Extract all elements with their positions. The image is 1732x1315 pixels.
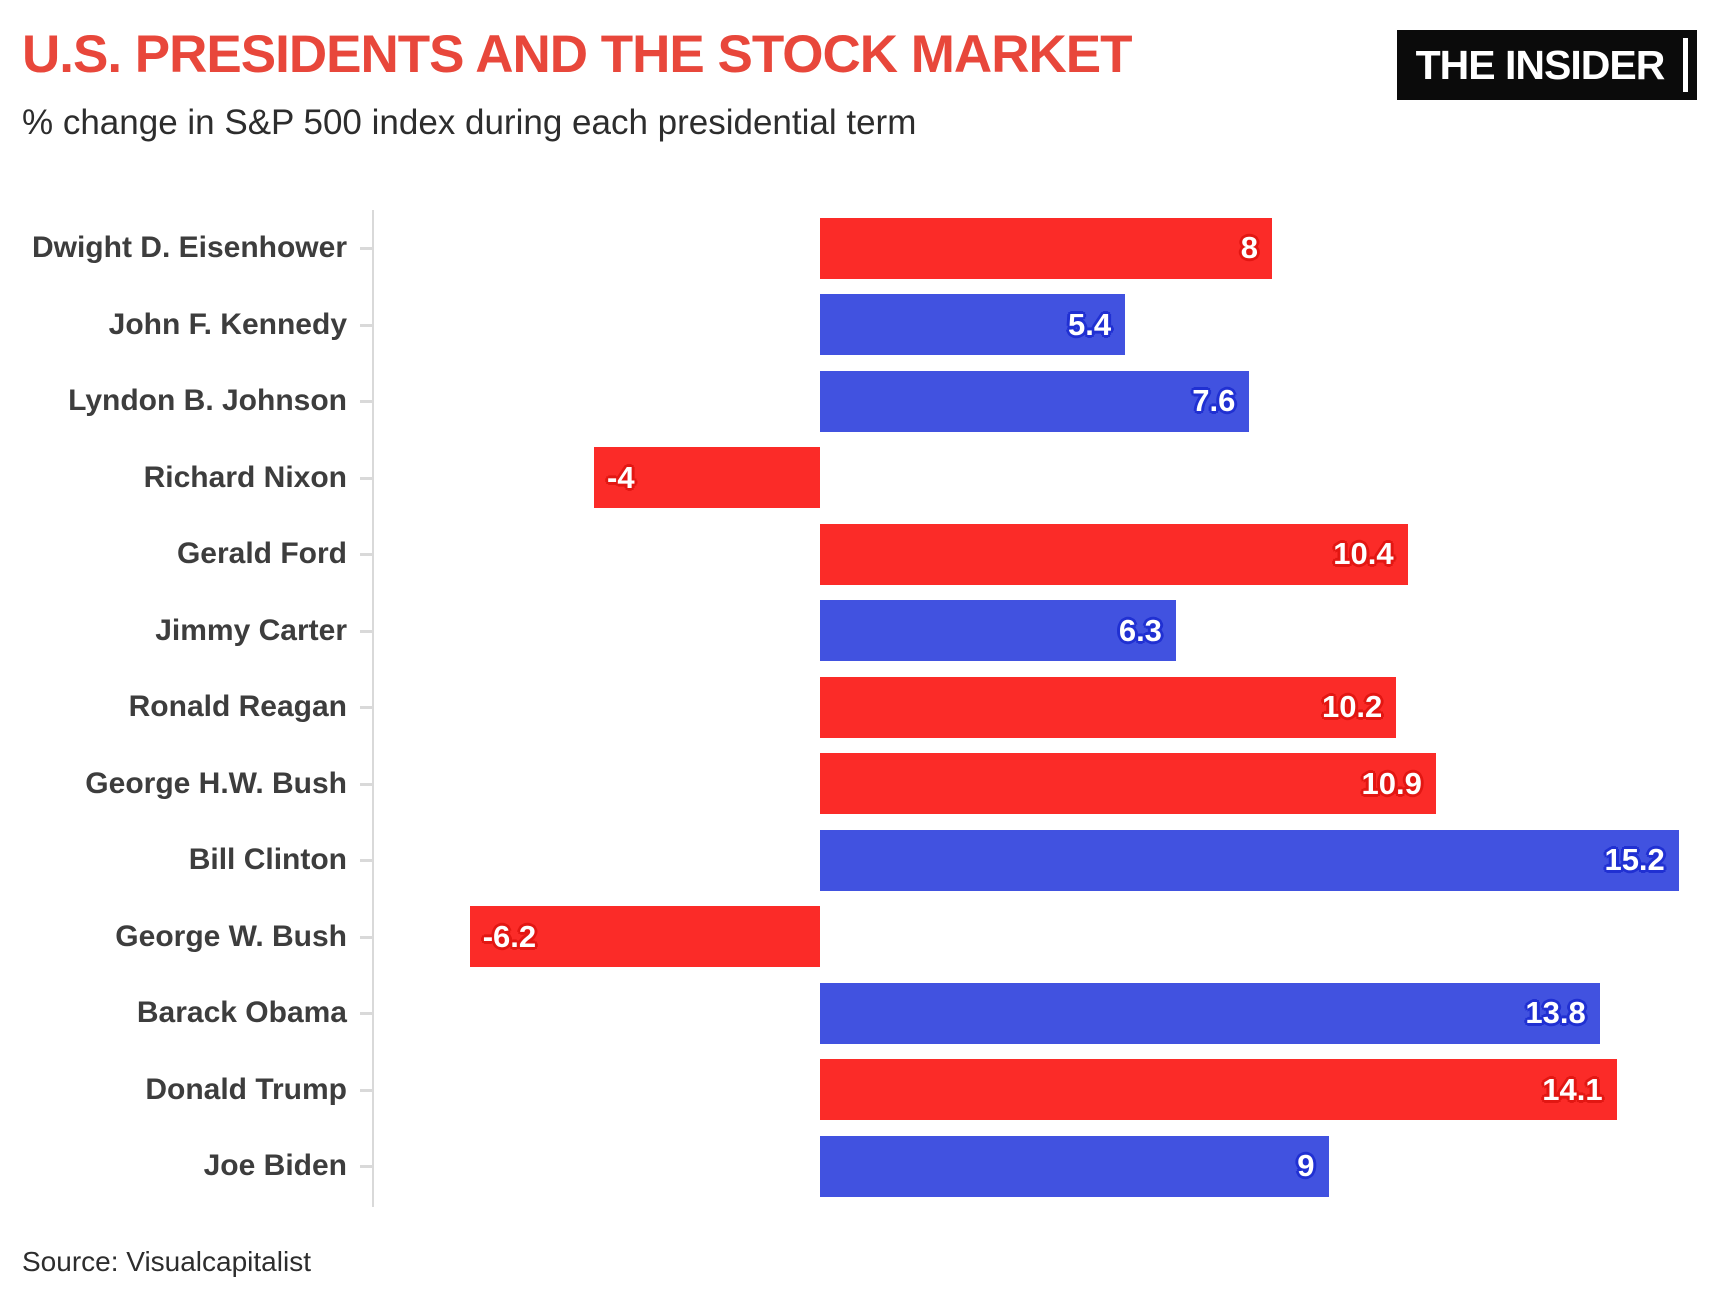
bar-ronald-reagan: 10.2 — [820, 676, 1397, 738]
axis-tick — [360, 1088, 372, 1092]
bar-george-h-w-bush: 10.9 — [820, 753, 1436, 814]
category-label: George W. Bush — [115, 919, 347, 953]
logo-text: THE INSIDER — [1415, 41, 1666, 88]
axis-tick — [360, 706, 372, 709]
axis-tick — [360, 323, 372, 327]
bar-john-f-kennedy: 5.4 — [820, 294, 1126, 355]
axis-tick — [360, 859, 372, 862]
value-label: -4 — [607, 459, 635, 495]
value-label: 10.4 — [1333, 536, 1394, 571]
category-label: Jimmy Carter — [155, 613, 347, 647]
category-label: Bill Clinton — [188, 843, 347, 876]
category-label: Barack Obama — [136, 996, 347, 1029]
bar-lyndon-b-johnson: 7.6 — [820, 370, 1250, 432]
bar-barack-obama: 13.8 — [820, 982, 1600, 1044]
bar-gerald-ford: 10.4 — [820, 523, 1408, 585]
chart-subtitle: % change in S&P 500 index during each pr… — [22, 103, 917, 142]
source-note: Source: Visualcapitalist — [22, 1246, 311, 1277]
bar-joe-biden: 9 — [820, 1135, 1329, 1197]
value-label: 10.9 — [1361, 765, 1422, 801]
y-axis-line — [372, 210, 374, 1207]
category-label: John F. Kennedy — [108, 307, 347, 341]
chart-title: U.S. PRESIDENTS AND THE STOCK MARKET — [22, 25, 1132, 84]
axis-tick — [360, 553, 372, 556]
value-label: 14.1 — [1542, 1071, 1603, 1107]
bar-dwight-d-eisenhower: 8 — [820, 217, 1272, 279]
bar-george-w-bush: -6.2 — [469, 906, 820, 967]
value-label: 7.6 — [1192, 383, 1236, 418]
value-label: 6.3 — [1118, 612, 1162, 648]
category-label: Richard Nixon — [143, 460, 347, 494]
the-insider-logo: THE INSIDER — [1397, 30, 1697, 100]
category-label: Dwight D. Eisenhower — [31, 231, 347, 264]
axis-tick — [360, 1165, 372, 1168]
value-label: 9 — [1297, 1148, 1315, 1183]
value-label: 15.2 — [1604, 842, 1665, 877]
category-label: George H.W. Bush — [85, 766, 347, 800]
category-label: Lyndon B. Johnson — [68, 384, 347, 417]
value-label: 5.4 — [1067, 306, 1112, 342]
axis-tick — [360, 400, 372, 403]
axis-tick — [360, 935, 372, 939]
bar-chart: Dwight D. Eisenhower 8 John F. Kennedy 5.4 L… — [0, 185, 1732, 1225]
value-label: -6.2 — [482, 918, 537, 954]
bar-donald-trump: 14.1 — [820, 1059, 1617, 1120]
category-label: Gerald Ford — [176, 537, 347, 570]
axis-tick — [360, 476, 372, 480]
category-label: Joe Biden — [203, 1149, 347, 1182]
value-label: 13.8 — [1525, 995, 1586, 1030]
bar-jimmy-carter: 6.3 — [820, 600, 1176, 661]
axis-tick — [360, 1012, 372, 1015]
axis-tick — [360, 629, 372, 633]
bar-richard-nixon: -4 — [594, 447, 820, 508]
value-label: 8 — [1240, 230, 1258, 265]
category-label: Ronald Reagan — [128, 690, 347, 723]
axis-tick — [360, 247, 372, 250]
value-label: 10.2 — [1321, 689, 1383, 724]
logo-cursor-bar — [1683, 38, 1688, 92]
category-label: Donald Trump — [145, 1072, 347, 1106]
bar-bill-clinton: 15.2 — [820, 829, 1679, 891]
axis-tick — [360, 782, 372, 786]
